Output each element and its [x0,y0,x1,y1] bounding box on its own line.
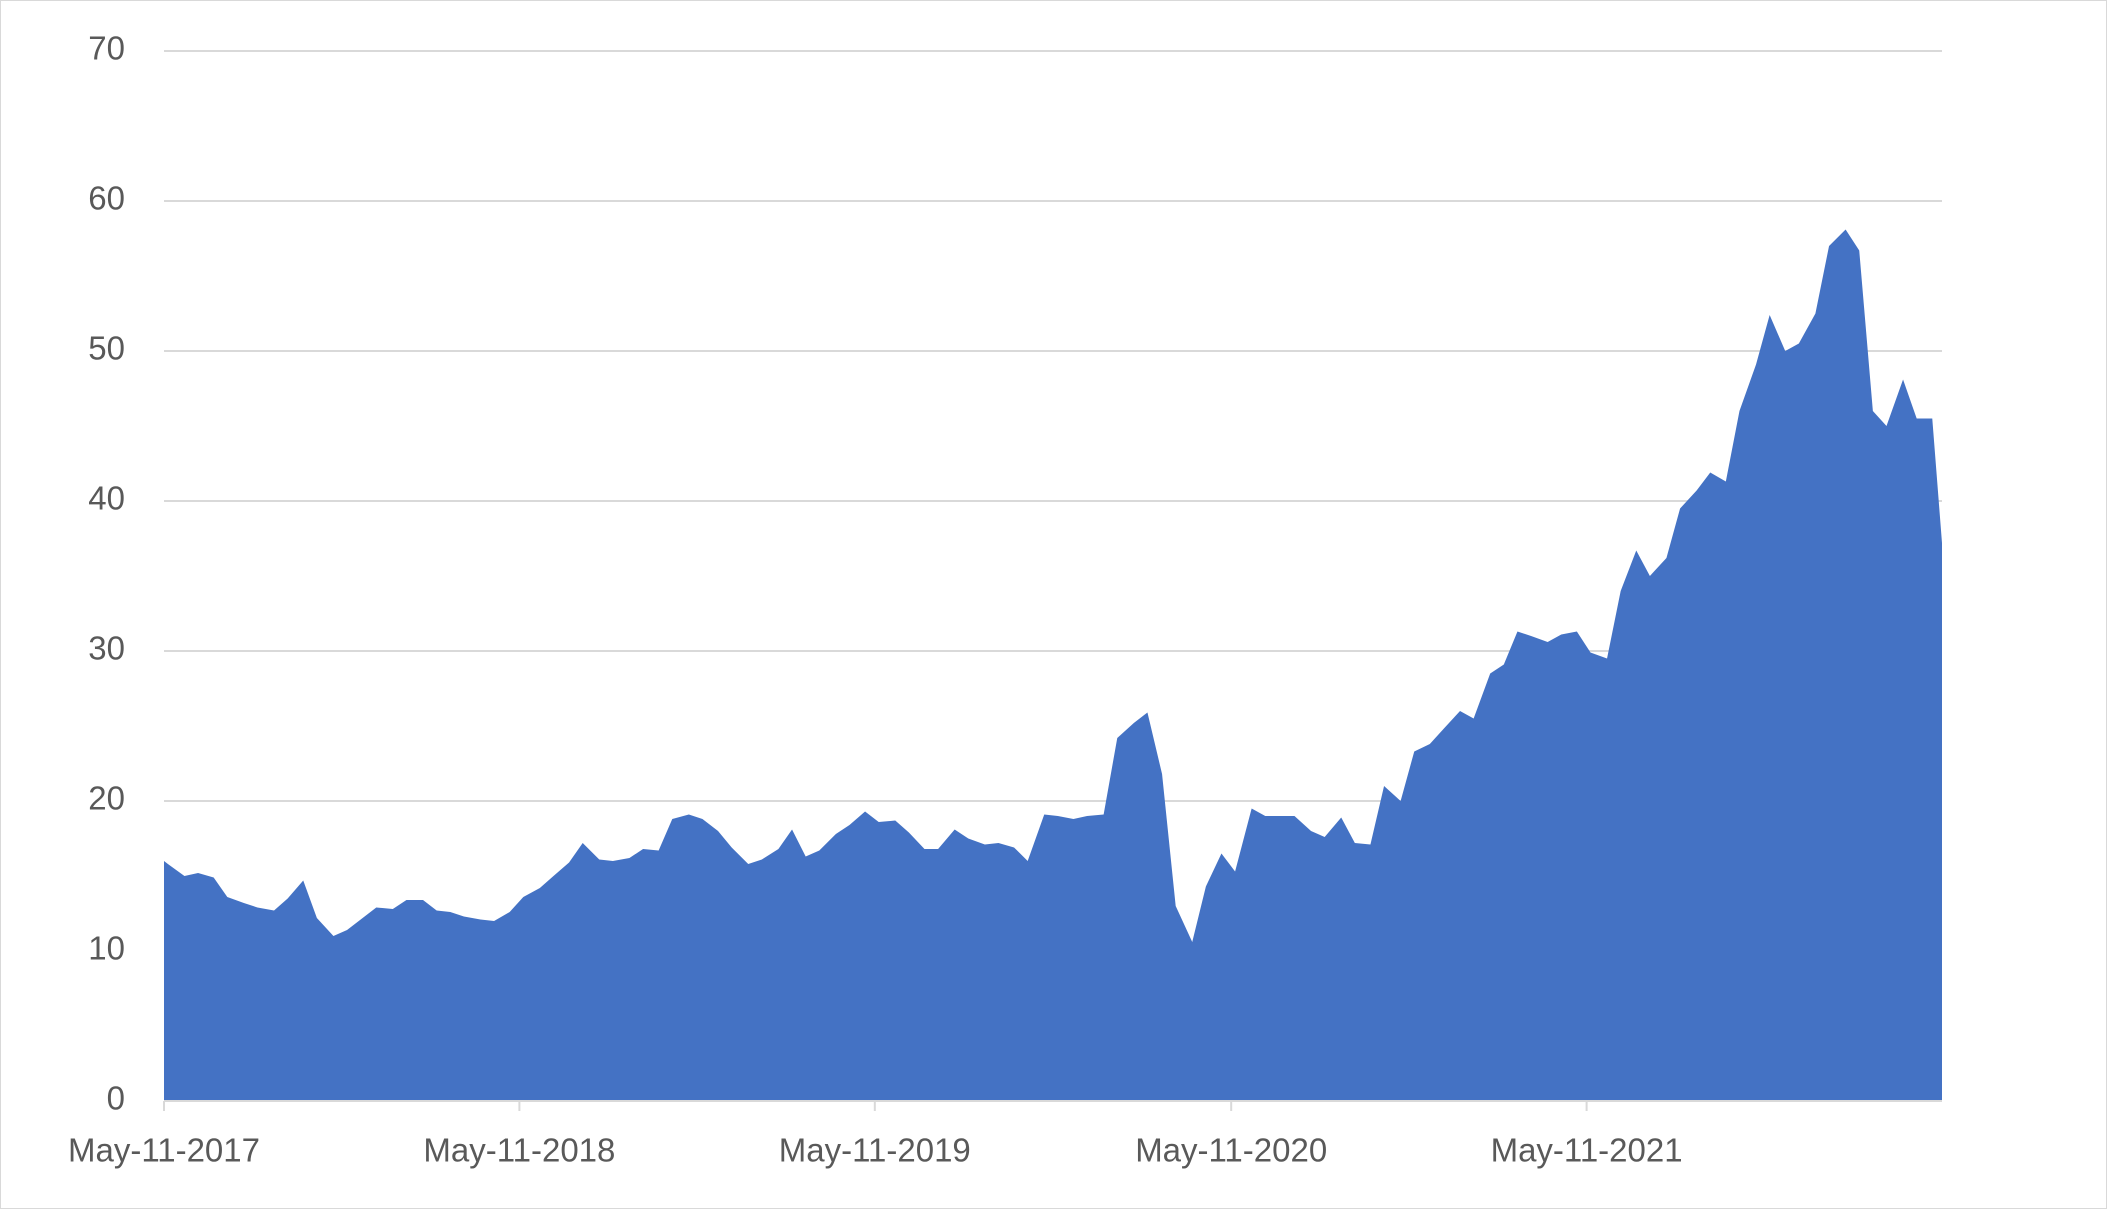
x-tick-label: May-11-2018 [423,1132,615,1169]
y-tick-label: 10 [88,930,125,967]
area [164,229,1942,1101]
y-tick-label: 20 [88,780,125,817]
y-tick-label: 30 [88,630,125,667]
y-tick-label: 60 [88,180,125,217]
y-tick-label: 70 [88,30,125,67]
y-tick-label: 40 [88,480,125,517]
x-tick-label: May-11-2017 [68,1132,260,1169]
y-tick-label: 0 [107,1080,125,1117]
y-tick-label: 50 [88,330,125,367]
x-tick-label: May-11-2019 [779,1132,971,1169]
x-tick-label: May-11-2020 [1135,1132,1327,1169]
x-tick-label: May-11-2021 [1491,1132,1683,1169]
